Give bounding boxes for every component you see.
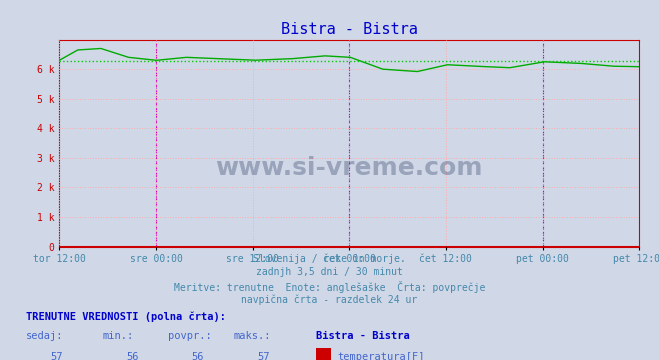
Text: Slovenija / reke in morje.: Slovenija / reke in morje. [253,254,406,264]
Text: 56: 56 [126,352,138,360]
Text: maks.:: maks.: [234,331,272,341]
Text: 57: 57 [50,352,63,360]
Text: 57: 57 [258,352,270,360]
Text: min.:: min.: [102,331,133,341]
Text: TRENUTNE VREDNOSTI (polna črta):: TRENUTNE VREDNOSTI (polna črta): [26,311,226,322]
Text: povpr.:: povpr.: [168,331,212,341]
Text: Bistra - Bistra: Bistra - Bistra [316,331,410,341]
Text: Meritve: trenutne  Enote: anglešaške  Črta: povprečje: Meritve: trenutne Enote: anglešaške Črta… [174,281,485,293]
Text: sedaj:: sedaj: [26,331,64,341]
Text: navpična črta - razdelek 24 ur: navpična črta - razdelek 24 ur [241,295,418,305]
Text: 56: 56 [192,352,204,360]
Title: Bistra - Bistra: Bistra - Bistra [281,22,418,37]
Text: zadnjh 3,5 dni / 30 minut: zadnjh 3,5 dni / 30 minut [256,267,403,278]
Text: temperatura[F]: temperatura[F] [337,352,425,360]
Text: www.si-vreme.com: www.si-vreme.com [215,156,483,180]
